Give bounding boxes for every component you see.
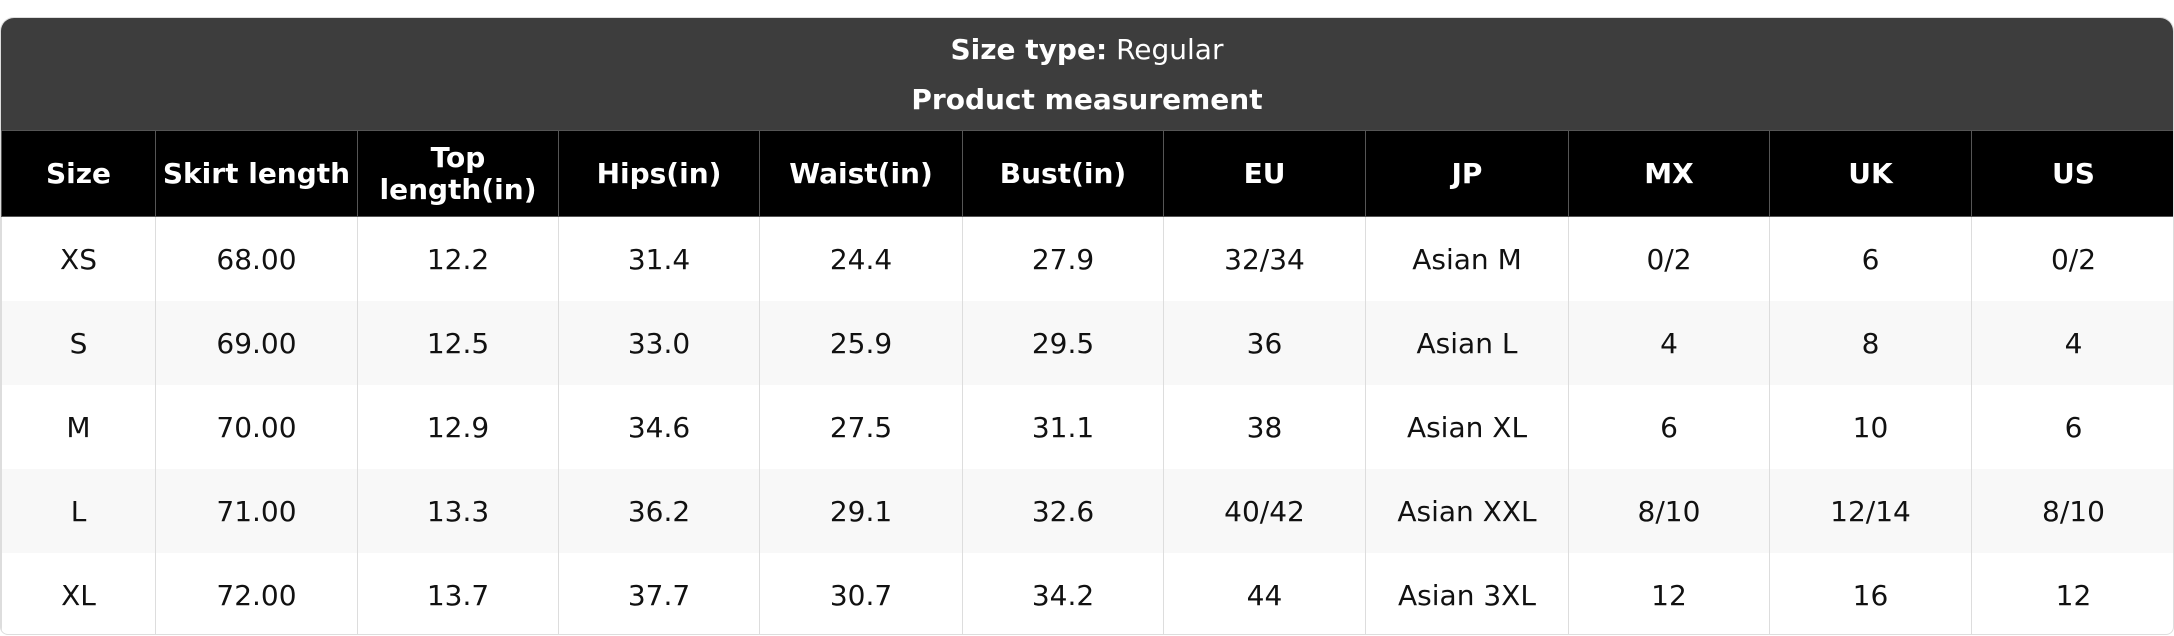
column-header: US <box>1971 130 2173 217</box>
table-cell: 72.00 <box>155 553 358 634</box>
measurement-table: Size Skirt length Top length(in) Hips(in) Wa… <box>1 130 2173 634</box>
table-cell: 32.6 <box>962 469 1164 553</box>
table-cell: 36.2 <box>558 469 760 553</box>
table-cell: XL <box>1 553 156 634</box>
table-cell: L <box>1 469 156 553</box>
table-cell: 6 <box>1769 216 1972 301</box>
header-row: Size Skirt length Top length(in) Hips(in) Wa… <box>1 130 2173 217</box>
table-cell: 34.6 <box>558 385 760 469</box>
table-cell: 30.7 <box>759 553 963 634</box>
table-row: XL 72.00 13.7 37.7 30.7 34.2 44 Asian 3XL 12 16 12 <box>1 553 2173 634</box>
table-cell: 12.5 <box>357 301 559 385</box>
table-cell: 40/42 <box>1163 469 1366 553</box>
table-row: XS 68.00 12.2 31.4 24.4 27.9 32/34 Asian M 0/2 6 0… <box>1 216 2173 301</box>
column-header: JP <box>1365 130 1569 217</box>
table-cell: 12/14 <box>1769 469 1972 553</box>
table-cell: 8 <box>1769 301 1972 385</box>
table-cell: 36 <box>1163 301 1366 385</box>
table-cell: 12 <box>1568 553 1770 634</box>
column-header: Hips(in) <box>558 130 760 217</box>
table-cell: Asian L <box>1365 301 1569 385</box>
table-cell: 13.3 <box>357 469 559 553</box>
table-cell: 12.9 <box>357 385 559 469</box>
table-cell: 31.4 <box>558 216 760 301</box>
table-cell: 68.00 <box>155 216 358 301</box>
table-cell: 25.9 <box>759 301 963 385</box>
table-cell: 16 <box>1769 553 1972 634</box>
table-cell: 8/10 <box>1568 469 1770 553</box>
table-cell: 4 <box>1971 301 2173 385</box>
column-header: MX <box>1568 130 1770 217</box>
table-cell: 37.7 <box>558 553 760 634</box>
table-cell: 33.0 <box>558 301 760 385</box>
table-row: L 71.00 13.3 36.2 29.1 32.6 40/42 Asian XXL 8/10… <box>1 469 2173 553</box>
table-cell: 27.5 <box>759 385 963 469</box>
table-cell: 12 <box>1971 553 2173 634</box>
table-cell: 71.00 <box>155 469 358 553</box>
table-cell: Asian XXL <box>1365 469 1569 553</box>
table-row: M 70.00 12.9 34.6 27.5 31.1 38 Asian XL 6 10 6 <box>1 385 2173 469</box>
size-type-label: Size type: <box>950 33 1108 66</box>
column-header: UK <box>1769 130 1972 217</box>
column-header: Size <box>1 130 156 217</box>
table-cell: 29.5 <box>962 301 1164 385</box>
table-cell: Asian M <box>1365 216 1569 301</box>
table-cell: 6 <box>1568 385 1770 469</box>
table-cell: 38 <box>1163 385 1366 469</box>
table-cell: M <box>1 385 156 469</box>
column-header: Bust(in) <box>962 130 1164 217</box>
table-cell: 8/10 <box>1971 469 2173 553</box>
size-type: Size type: Regular <box>1 18 2173 74</box>
table-cell: 44 <box>1163 553 1366 634</box>
table-header: Size type: Regular Product measurement <box>1 18 2173 130</box>
table-cell: 31.1 <box>962 385 1164 469</box>
table-cell: 24.4 <box>759 216 963 301</box>
table-body: XS 68.00 12.2 31.4 24.4 27.9 32/34 Asian M 0/2 6 0… <box>1 216 2173 634</box>
table-cell: 0/2 <box>1568 216 1770 301</box>
column-header: EU <box>1163 130 1366 217</box>
size-type-value: Regular <box>1116 33 1224 66</box>
table-cell: 4 <box>1568 301 1770 385</box>
table-cell: 70.00 <box>155 385 358 469</box>
table-cell: 29.1 <box>759 469 963 553</box>
table-cell: XS <box>1 216 156 301</box>
table-cell: Asian XL <box>1365 385 1569 469</box>
table-cell: 12.2 <box>357 216 559 301</box>
table-cell: 34.2 <box>962 553 1164 634</box>
table-cell: 32/34 <box>1163 216 1366 301</box>
table-cell: 13.7 <box>357 553 559 634</box>
table-cell: 27.9 <box>962 216 1164 301</box>
column-header: Top length(in) <box>357 130 559 217</box>
table-cell: 0/2 <box>1971 216 2173 301</box>
table-cell: 10 <box>1769 385 1972 469</box>
size-chart: Size type: Regular Product measurement S… <box>0 17 2174 635</box>
table-cell: S <box>1 301 156 385</box>
table-cell: 6 <box>1971 385 2173 469</box>
column-header: Waist(in) <box>759 130 963 217</box>
table-cell: 69.00 <box>155 301 358 385</box>
table-cell: Asian 3XL <box>1365 553 1569 634</box>
column-header: Skirt length <box>155 130 358 217</box>
subtitle: Product measurement <box>911 83 1263 116</box>
